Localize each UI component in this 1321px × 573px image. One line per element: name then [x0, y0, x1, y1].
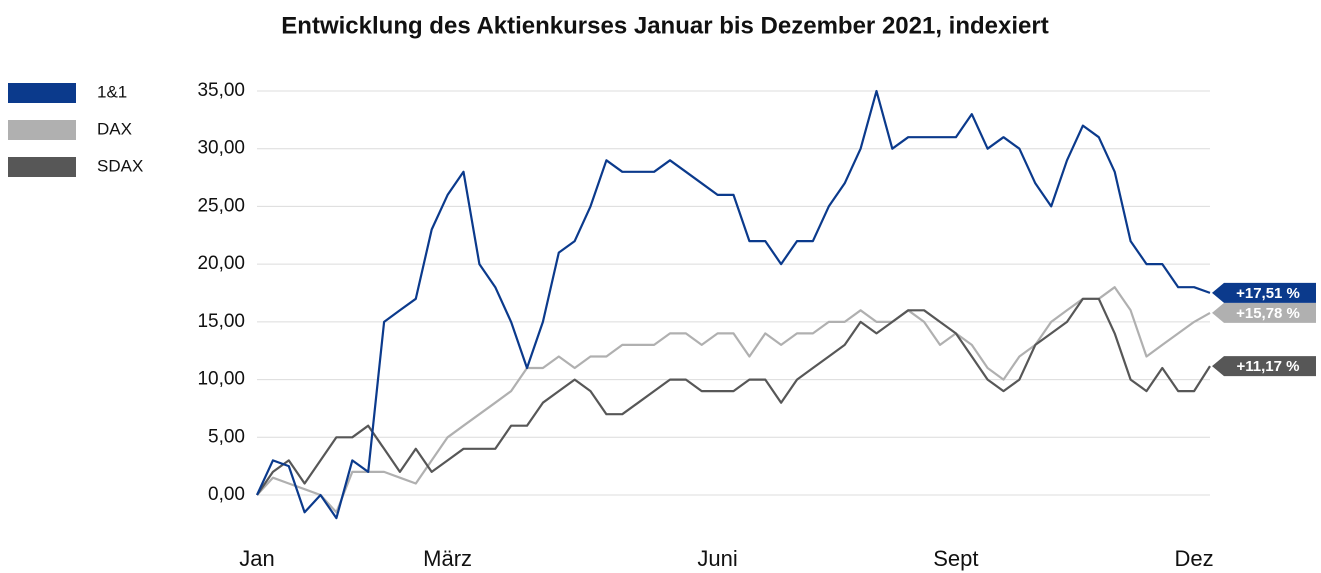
- x-tick-label: Jan: [239, 546, 274, 571]
- y-tick-label: 25,00: [197, 195, 245, 216]
- y-tick-label: 5,00: [208, 426, 245, 447]
- y-tick-label: 0,00: [208, 484, 245, 505]
- y-tick-label: 20,00: [197, 253, 245, 274]
- end-label: +11,17 %: [1237, 358, 1300, 375]
- chart-title: Entwicklung des Aktienkurses Januar bis …: [281, 12, 1048, 39]
- x-tick-label: Juni: [697, 546, 737, 571]
- end-tag: [1212, 356, 1316, 377]
- legend-swatch: [8, 83, 76, 103]
- legend-label: DAX: [97, 119, 132, 138]
- y-tick-label: 15,00: [197, 311, 245, 332]
- end-tag: [1212, 302, 1316, 323]
- y-tick-label: 35,00: [197, 80, 245, 101]
- legend-label: SDAX: [97, 156, 143, 175]
- end-label: +17,51 %: [1236, 285, 1300, 302]
- y-tick-label: 10,00: [197, 369, 245, 390]
- y-tick-label: 30,00: [197, 138, 245, 159]
- series-line: [256, 89, 1211, 520]
- end-tag: [1212, 282, 1316, 303]
- x-tick-label: Sept: [933, 546, 978, 571]
- x-tick-label: März: [423, 546, 472, 571]
- series-line: [256, 286, 1211, 514]
- legend-swatch: [8, 120, 76, 140]
- series-line: [256, 297, 1211, 496]
- legend-label: 1&1: [97, 82, 127, 101]
- end-label: +15,78 %: [1236, 305, 1300, 322]
- x-tick-label: Dez: [1175, 546, 1214, 571]
- legend-swatch: [8, 157, 76, 177]
